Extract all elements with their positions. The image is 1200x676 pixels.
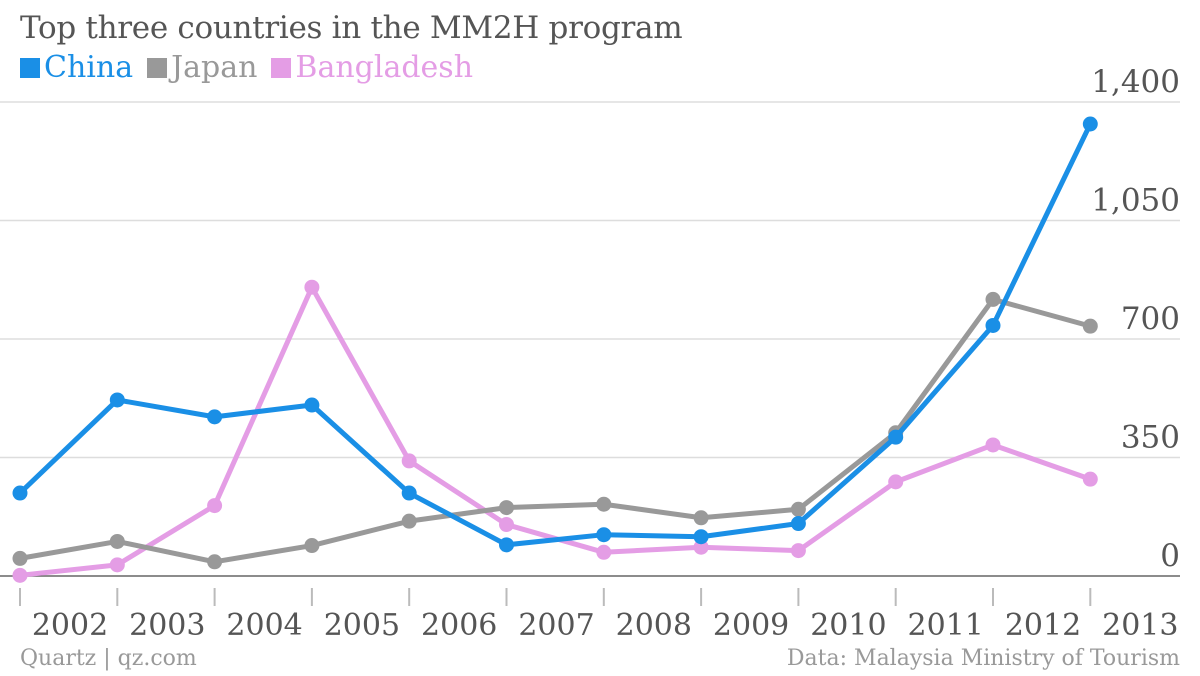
data-point-bangladesh (985, 437, 1001, 453)
footer-credit: Quartz | qz.com (20, 646, 197, 671)
x-tick-label: 2003 (129, 608, 205, 643)
data-point-china (985, 317, 1001, 333)
data-point-bangladesh (12, 567, 28, 583)
data-point-japan (985, 291, 1001, 307)
y-tick-label: 0 (1160, 538, 1180, 574)
y-tick-label: 1,400 (1091, 64, 1180, 100)
data-point-japan (596, 496, 612, 512)
legend-item-bangladesh: Bangladesh (271, 50, 473, 85)
data-point-china (401, 485, 417, 501)
x-tick-label: 2011 (908, 608, 984, 643)
legend-item-china: China (20, 50, 133, 85)
series-line-japan (17, 296, 1093, 565)
x-tick-label: 2004 (226, 608, 302, 643)
x-tick-label: 2009 (713, 608, 789, 643)
x-tick-label: 2002 (32, 608, 108, 643)
chart-legend: China Japan Bangladesh (20, 50, 487, 85)
data-point-china (12, 485, 28, 501)
data-point-china (499, 537, 514, 553)
data-point-china (790, 516, 806, 532)
data-point-bangladesh (596, 544, 612, 560)
data-point-bangladesh (207, 498, 223, 514)
data-point-japan (12, 550, 28, 566)
footer-source: Data: Malaysia Ministry of Tourism (786, 646, 1180, 671)
legend-swatch-bangladesh (271, 57, 292, 78)
legend-swatch-china (20, 57, 40, 78)
data-point-china (888, 429, 904, 445)
x-tick-label: 2007 (518, 608, 594, 643)
data-point-japan (207, 554, 223, 570)
series-line-china (17, 121, 1093, 548)
x-tick-label: 2008 (616, 608, 692, 643)
data-point-japan (790, 501, 806, 517)
x-tick-label: 2010 (810, 608, 886, 643)
x-tick-label: 2005 (324, 608, 400, 643)
data-point-china (109, 392, 125, 408)
data-point-china (596, 527, 612, 543)
data-point-japan (109, 533, 125, 549)
data-point-japan (693, 510, 709, 526)
data-point-bangladesh (693, 539, 709, 555)
data-point-china (207, 409, 223, 425)
legend-swatch-japan (147, 57, 168, 78)
data-point-japan (401, 513, 417, 529)
legend-label-bangladesh: Bangladesh (295, 50, 474, 85)
series-line-bangladesh (17, 284, 1093, 578)
data-point-bangladesh (790, 543, 806, 559)
data-point-japan (1082, 318, 1098, 334)
y-tick-label: 1,050 (1091, 183, 1180, 219)
data-point-japan (499, 500, 514, 516)
data-point-japan (304, 538, 320, 554)
y-tick-label: 350 (1121, 420, 1180, 456)
data-point-china (1082, 116, 1098, 132)
legend-item-japan: Japan (147, 50, 257, 85)
data-point-bangladesh (1082, 471, 1098, 487)
data-point-bangladesh (109, 557, 125, 573)
legend-label-china: China (44, 50, 134, 85)
data-point-china (304, 397, 320, 413)
legend-label-japan: Japan (171, 50, 258, 85)
data-point-bangladesh (401, 453, 417, 469)
y-tick-label: 700 (1121, 301, 1180, 337)
x-tick-label: 2006 (421, 608, 497, 643)
x-tick-label: 2013 (1102, 608, 1178, 643)
data-point-bangladesh (304, 279, 320, 295)
data-point-china (693, 529, 709, 545)
x-tick-label: 2012 (1005, 608, 1081, 643)
data-point-bangladesh (888, 474, 904, 490)
chart-title: Top three countries in the MM2H program (20, 10, 683, 46)
data-point-bangladesh (499, 517, 514, 533)
